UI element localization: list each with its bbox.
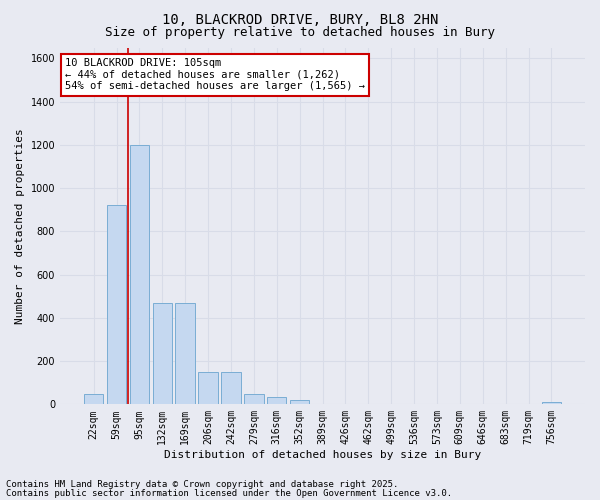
Bar [175,302,195,404]
Bar [130,145,149,405]
Bar [152,302,172,404]
Bar [199,372,218,404]
Bar [107,206,126,404]
X-axis label: Distribution of detached houses by size in Bury: Distribution of detached houses by size … [164,450,481,460]
Bar [244,394,263,404]
Text: 10 BLACKROD DRIVE: 105sqm
← 44% of detached houses are smaller (1,262)
54% of se: 10 BLACKROD DRIVE: 105sqm ← 44% of detac… [65,58,365,92]
Bar [221,372,241,404]
Text: 10, BLACKROD DRIVE, BURY, BL8 2HN: 10, BLACKROD DRIVE, BURY, BL8 2HN [162,12,438,26]
Bar [84,394,103,404]
Bar [542,402,561,404]
Text: Contains HM Land Registry data © Crown copyright and database right 2025.: Contains HM Land Registry data © Crown c… [6,480,398,489]
Bar [267,397,286,404]
Text: Size of property relative to detached houses in Bury: Size of property relative to detached ho… [105,26,495,39]
Y-axis label: Number of detached properties: Number of detached properties [15,128,25,324]
Text: Contains public sector information licensed under the Open Government Licence v3: Contains public sector information licen… [6,488,452,498]
Bar [290,400,310,404]
